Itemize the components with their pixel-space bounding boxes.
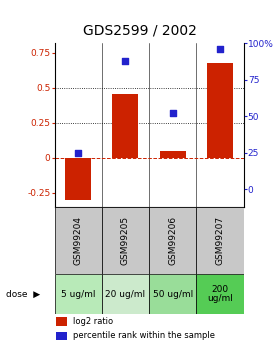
Bar xyxy=(65,158,91,200)
Point xyxy=(76,150,80,155)
Bar xyxy=(113,93,139,158)
Text: log2 ratio: log2 ratio xyxy=(73,317,113,326)
Text: GSM99206: GSM99206 xyxy=(168,216,177,265)
Bar xyxy=(57,317,67,326)
Text: percentile rank within the sample: percentile rank within the sample xyxy=(73,332,214,341)
Point xyxy=(171,110,175,116)
Text: 5 ug/ml: 5 ug/ml xyxy=(61,289,95,299)
Bar xyxy=(207,63,233,158)
Text: dose  ▶: dose ▶ xyxy=(6,289,40,299)
Bar xyxy=(196,207,244,274)
Text: 200
ug/ml: 200 ug/ml xyxy=(207,285,233,304)
Bar xyxy=(149,274,196,314)
Text: GSM99207: GSM99207 xyxy=(216,216,225,265)
Text: GDS2599 / 2002: GDS2599 / 2002 xyxy=(83,24,197,38)
Bar xyxy=(160,151,186,158)
Bar xyxy=(102,207,149,274)
Text: GSM99204: GSM99204 xyxy=(74,216,83,265)
Bar xyxy=(102,274,149,314)
Point xyxy=(218,46,222,52)
Bar xyxy=(55,207,102,274)
Bar xyxy=(149,207,196,274)
Bar xyxy=(196,274,244,314)
Bar xyxy=(57,332,67,340)
Point xyxy=(123,58,128,63)
Text: GSM99205: GSM99205 xyxy=(121,216,130,265)
Text: 50 ug/ml: 50 ug/ml xyxy=(153,289,193,299)
Text: 20 ug/ml: 20 ug/ml xyxy=(105,289,146,299)
Bar xyxy=(55,274,102,314)
